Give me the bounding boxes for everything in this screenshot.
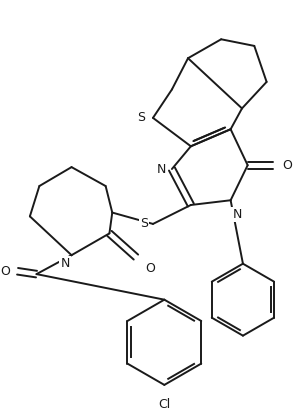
- Text: S: S: [140, 217, 148, 230]
- Text: O: O: [0, 265, 10, 278]
- Text: N: N: [232, 208, 242, 221]
- Text: S: S: [137, 111, 145, 125]
- Text: N: N: [60, 257, 70, 270]
- Text: N: N: [157, 163, 166, 176]
- Text: Cl: Cl: [158, 398, 171, 411]
- Text: O: O: [145, 262, 155, 275]
- Text: O: O: [283, 159, 293, 172]
